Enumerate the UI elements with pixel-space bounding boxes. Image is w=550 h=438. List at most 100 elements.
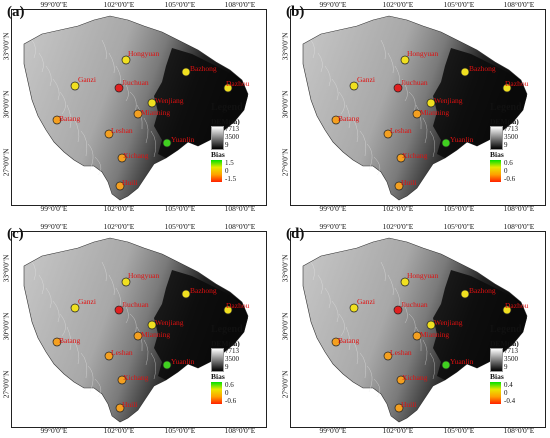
lon-tick-label: 108°0'0"E (224, 204, 256, 213)
lat-tick-label: 33°0'0"N (280, 254, 290, 283)
map-panel-a: Hongyuan Ganzi Jiuchuan Bazhong Wenjiang Dazh… (1, 0, 271, 213)
terrain-texture (380, 261, 386, 282)
lon-tick-label: 99°0'0"E (319, 426, 347, 435)
terrain-texture (94, 156, 102, 176)
lon-tick-label: 102°0'0"E (103, 426, 135, 435)
terrain-texture (122, 300, 129, 324)
lat-tick-label: 30°0'0"N (280, 312, 290, 341)
map-panel-c: Hongyuan Ganzi Jiuchuan Bazhong Wenjiang Dazh… (1, 222, 271, 435)
station-marker (181, 67, 191, 77)
station-marker (396, 375, 406, 385)
sichuan-basin (154, 48, 248, 158)
station-marker (133, 331, 143, 341)
map-panel-b: Hongyuan Ganzi Jiuchuan Bazhong Wenjiang Dazh… (281, 0, 550, 213)
station-marker (70, 81, 80, 91)
station-marker (331, 115, 341, 125)
lon-tick-label: 99°0'0"E (319, 204, 347, 213)
lon-tick-label: 108°0'0"E (224, 222, 256, 231)
station-marker (133, 109, 143, 119)
lon-tick-label: 99°0'0"E (40, 0, 68, 9)
station-marker (117, 153, 127, 163)
dem-min-value: 9 (225, 141, 229, 149)
terrain-texture (59, 313, 66, 337)
terrain-texture (345, 104, 351, 129)
terrain-texture (429, 352, 436, 380)
legend-title: Legend (490, 324, 522, 335)
station-label: Dazhou (505, 79, 529, 88)
bias-mid-value: 0 (225, 389, 229, 397)
terrain-texture (108, 274, 115, 296)
terrain-texture (359, 352, 367, 379)
terrain-texture (108, 52, 115, 74)
terrain-texture (45, 65, 52, 87)
terrain-texture (150, 130, 157, 158)
terrain-texture (352, 339, 359, 365)
station-label: Ganzi (357, 75, 375, 84)
lat-tick-label: 33°0'0"N (1, 254, 11, 283)
station-label: Wenjiang (434, 96, 463, 105)
terrain-texture (52, 300, 60, 323)
station-marker (412, 109, 422, 119)
terrain-texture (101, 39, 107, 60)
terrain-texture (73, 117, 80, 143)
dem-max-value: 7713 (225, 347, 239, 355)
station-marker (115, 403, 125, 413)
bias-label: Bias (211, 150, 225, 159)
station-label: Ganzi (78, 75, 96, 84)
terrain-texture (150, 352, 157, 380)
station-marker (104, 351, 114, 361)
lon-tick-label: 108°0'0"E (503, 426, 535, 435)
terrain-texture (87, 365, 94, 393)
lon-tick-label: 105°0'0"E (164, 426, 196, 435)
station-label: Yuanlin (171, 357, 195, 366)
dem-mid-value: 3500 (504, 133, 518, 141)
sichuan-dem-map (23, 15, 249, 201)
station-label: Yuanlin (450, 357, 474, 366)
station-marker (147, 320, 157, 330)
terrain-texture (373, 378, 381, 398)
map-panel-d: Hongyuan Ganzi Jiuchuan Bazhong Wenjiang Dazh… (280, 222, 550, 435)
terrain-texture (38, 52, 44, 73)
terrain-texture (401, 300, 408, 324)
station-marker (117, 375, 127, 385)
station-label: Ganzi (78, 297, 96, 306)
panel-letter: (a) (7, 4, 25, 20)
dem-mid-value: 3500 (504, 355, 518, 363)
station-marker (331, 337, 341, 347)
station-marker (394, 181, 404, 191)
station-marker (441, 138, 451, 148)
terrain-texture (52, 78, 60, 101)
terrain-texture (338, 91, 345, 115)
station-marker (223, 305, 233, 315)
lat-tick-label: 27°0'0"N (1, 148, 11, 177)
station-marker (426, 320, 436, 330)
legend: Legend DEM(m) 7713 3500 9 Bias 0.6 0 -0.6 (211, 324, 263, 405)
station-label: Xichang (402, 373, 428, 382)
dem-max-value: 7713 (504, 347, 518, 355)
station-label: Leshan (111, 126, 133, 135)
dem-label: DEM(m) (211, 339, 240, 348)
terrain-texture (352, 117, 359, 143)
lon-tick-label: 99°0'0"E (319, 0, 347, 9)
bias-min-value: -1.5 (225, 175, 237, 183)
bias-mid-value: 0 (504, 389, 508, 397)
lat-tick-label: 30°0'0"N (1, 312, 11, 341)
dem-colorbar (490, 348, 503, 372)
station-marker (393, 305, 403, 315)
station-marker (394, 403, 404, 413)
terrain-texture (380, 39, 386, 60)
terrain-texture (80, 130, 88, 157)
bias-label: Bias (490, 372, 504, 381)
station-label: Hongyuan (128, 49, 160, 58)
dem-label: DEM(m) (211, 117, 240, 126)
terrain-texture (31, 261, 36, 281)
station-label: Leshan (390, 126, 412, 135)
lon-tick-label: 99°0'0"E (40, 204, 68, 213)
lon-tick-label: 102°0'0"E (382, 426, 414, 435)
station-label: Jiuchuan (122, 300, 149, 309)
station-label: Huili (401, 178, 417, 187)
terrain-texture (324, 287, 331, 309)
legend: Legend DEM(m) 7713 3500 9 Bias 0.4 0 -0.4 (490, 324, 542, 405)
lon-tick-label: 108°0'0"E (224, 426, 256, 435)
lon-tick-label: 102°0'0"E (382, 222, 414, 231)
